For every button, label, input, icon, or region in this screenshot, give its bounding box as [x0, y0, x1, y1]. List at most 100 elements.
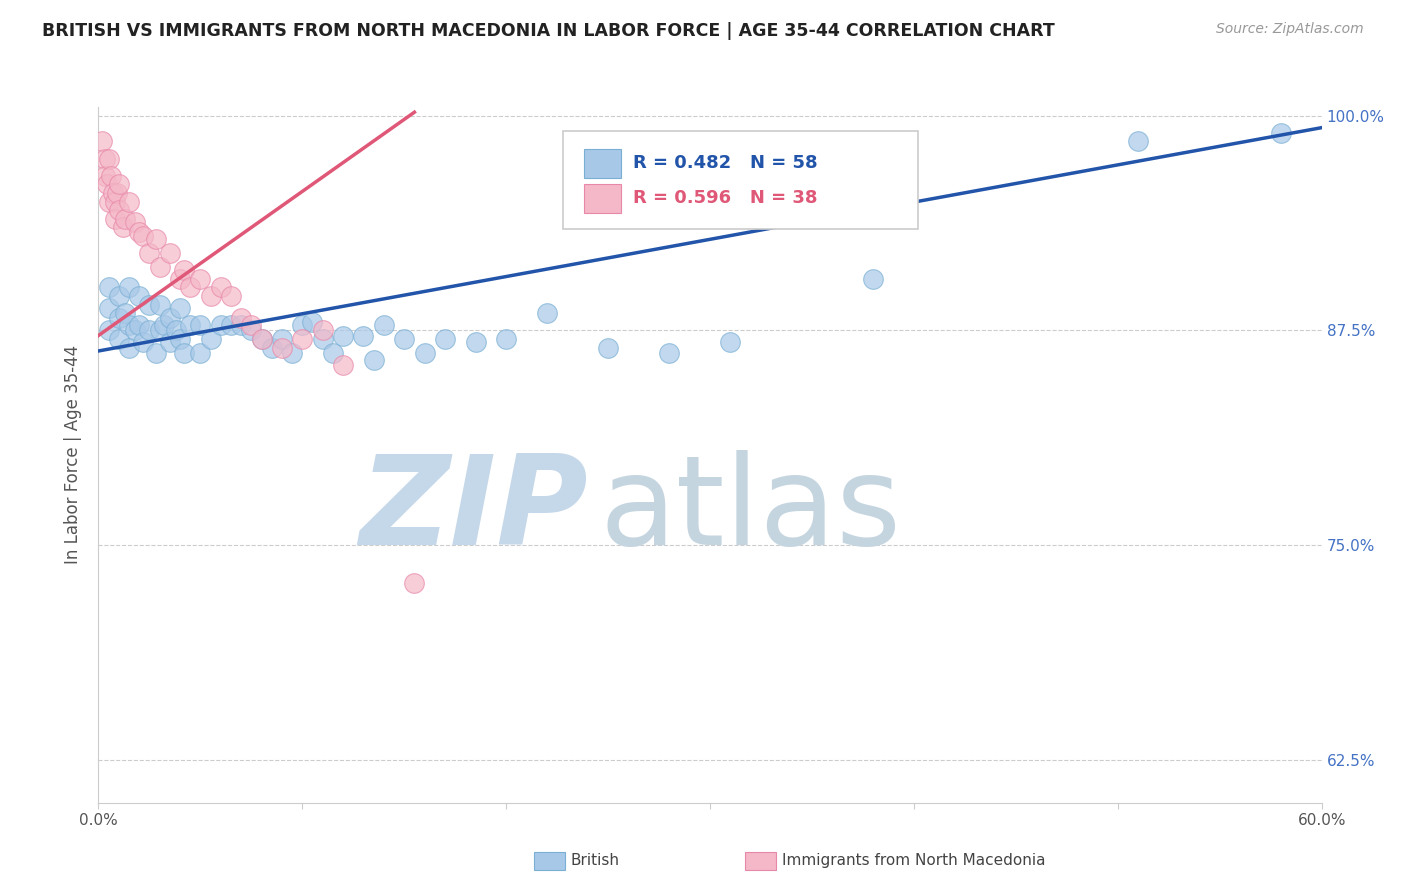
FancyBboxPatch shape — [564, 131, 918, 229]
Point — [536, 306, 558, 320]
Point — [159, 335, 181, 350]
Point — [128, 318, 150, 333]
Point — [413, 345, 436, 359]
Point — [312, 323, 335, 337]
Point — [169, 332, 191, 346]
Text: R = 0.482   N = 58: R = 0.482 N = 58 — [633, 154, 818, 172]
Point — [124, 323, 146, 337]
Point — [352, 328, 374, 343]
Point — [291, 332, 314, 346]
Point — [1270, 126, 1292, 140]
Point — [231, 318, 253, 333]
Point — [200, 289, 222, 303]
Point — [124, 215, 146, 229]
Y-axis label: In Labor Force | Age 35-44: In Labor Force | Age 35-44 — [65, 345, 83, 565]
Point — [108, 289, 131, 303]
Point — [132, 228, 155, 243]
Point — [93, 152, 115, 166]
Point — [720, 335, 742, 350]
Point — [200, 332, 222, 346]
Point — [209, 280, 232, 294]
Point — [179, 318, 201, 333]
Bar — [583, 149, 620, 178]
Point — [108, 203, 131, 218]
Point — [658, 345, 681, 359]
Point — [270, 341, 294, 355]
Point — [108, 332, 131, 346]
Point — [188, 272, 212, 286]
Point — [392, 332, 416, 346]
Point — [322, 345, 344, 359]
Point — [114, 211, 136, 226]
Point — [862, 272, 884, 286]
Point — [169, 301, 191, 315]
Text: R = 0.596   N = 38: R = 0.596 N = 38 — [633, 189, 817, 207]
Point — [118, 194, 141, 209]
Point — [270, 332, 294, 346]
Point — [97, 152, 120, 166]
Point — [404, 575, 426, 590]
Point — [332, 358, 354, 372]
Point — [97, 280, 120, 294]
Point — [173, 263, 195, 277]
Point — [159, 246, 181, 260]
Point — [104, 194, 127, 209]
Point — [219, 318, 242, 333]
Point — [260, 341, 283, 355]
Point — [1128, 135, 1150, 149]
Point — [179, 280, 201, 294]
Point — [114, 306, 136, 320]
Point — [149, 297, 172, 311]
Text: Immigrants from North Macedonia: Immigrants from North Macedonia — [782, 854, 1045, 868]
Text: ZIP: ZIP — [359, 450, 588, 571]
Point — [128, 226, 150, 240]
Point — [149, 323, 172, 337]
Point — [97, 323, 120, 337]
Point — [159, 311, 181, 326]
Point — [240, 323, 263, 337]
Point — [91, 135, 114, 149]
Point — [145, 345, 167, 359]
Point — [281, 345, 304, 359]
Point — [173, 345, 195, 359]
Point — [373, 318, 395, 333]
Point — [93, 169, 115, 183]
Point — [100, 169, 122, 183]
Point — [118, 318, 141, 333]
Text: BRITISH VS IMMIGRANTS FROM NORTH MACEDONIA IN LABOR FORCE | AGE 35-44 CORRELATIO: BRITISH VS IMMIGRANTS FROM NORTH MACEDON… — [42, 22, 1054, 40]
Point — [108, 311, 131, 326]
Point — [105, 186, 128, 200]
Point — [332, 328, 354, 343]
Point — [598, 341, 620, 355]
Text: British: British — [571, 854, 620, 868]
Point — [132, 335, 155, 350]
Point — [138, 246, 160, 260]
Point — [363, 352, 385, 367]
Point — [312, 332, 335, 346]
Point — [169, 272, 191, 286]
Point — [138, 297, 160, 311]
Point — [108, 178, 131, 192]
Point — [104, 211, 127, 226]
Point — [149, 260, 172, 274]
Point — [219, 289, 242, 303]
Point — [250, 332, 273, 346]
Point — [97, 194, 120, 209]
Point — [291, 318, 314, 333]
Point — [464, 335, 486, 350]
Point — [118, 280, 141, 294]
Bar — [583, 184, 620, 213]
Point — [250, 332, 273, 346]
Text: Source: ZipAtlas.com: Source: ZipAtlas.com — [1216, 22, 1364, 37]
Point — [434, 332, 457, 346]
Point — [188, 345, 212, 359]
Point — [188, 318, 212, 333]
Point — [111, 220, 134, 235]
Point — [138, 323, 160, 337]
Point — [240, 318, 263, 333]
Point — [495, 332, 517, 346]
Point — [145, 232, 167, 246]
Point — [165, 323, 187, 337]
Point — [152, 318, 174, 333]
Point — [101, 186, 124, 200]
